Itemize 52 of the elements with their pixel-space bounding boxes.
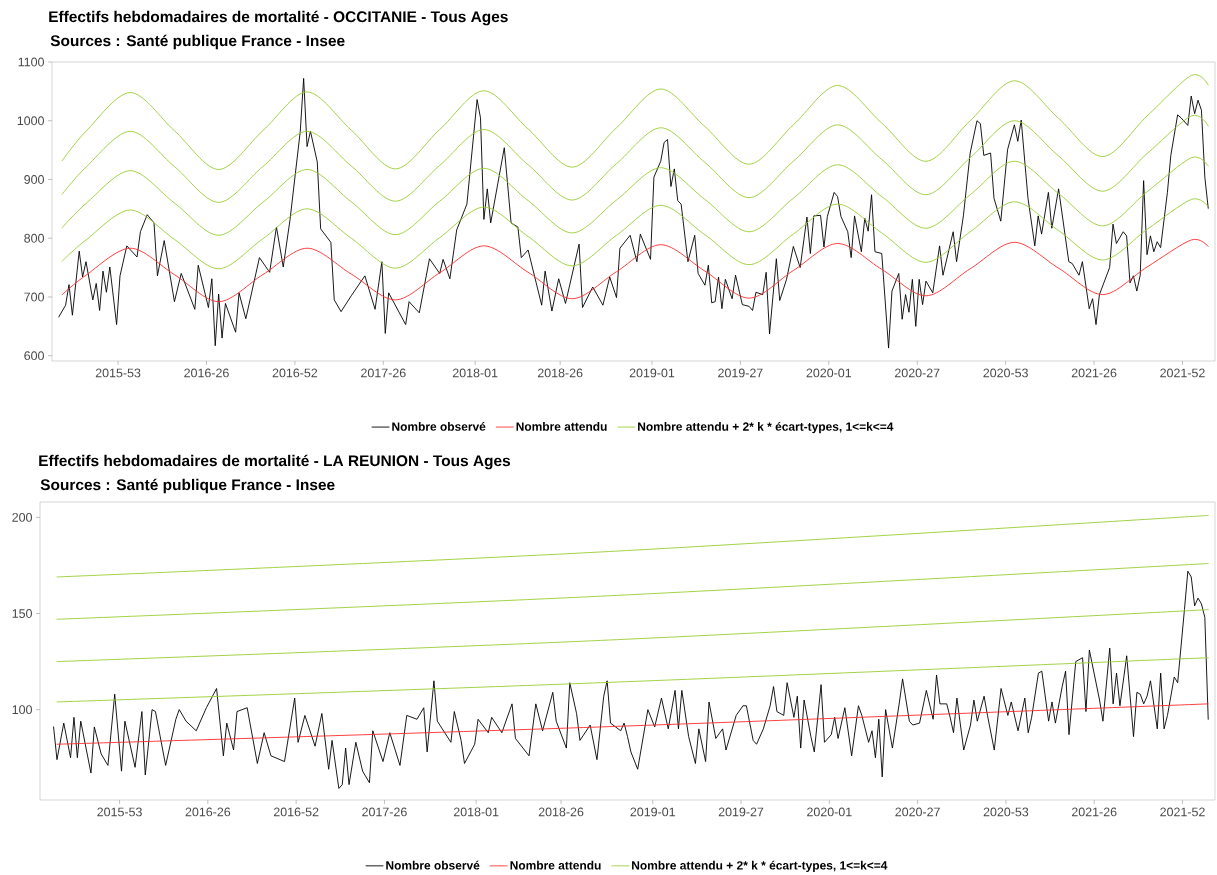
x-tick-label: 2018-26 xyxy=(537,368,583,378)
x-tick-label: 2018-01 xyxy=(453,807,499,817)
x-tick-label: 2015-53 xyxy=(95,368,141,378)
line-series xyxy=(61,198,1209,270)
legend-label: Nombre observé xyxy=(392,421,486,431)
x-tick-label: 2019-01 xyxy=(629,368,675,378)
x-tick-label: 2016-52 xyxy=(273,807,319,817)
line-series xyxy=(53,570,1209,789)
x-tick-label: 2016-26 xyxy=(184,368,229,378)
x-tick-label: 2019-27 xyxy=(718,368,763,378)
y-tick-label: 100 xyxy=(12,705,32,715)
line-series xyxy=(61,238,1209,303)
x-tick-label: 2021-26 xyxy=(1071,807,1117,817)
x-tick-label: 2020-27 xyxy=(895,368,940,378)
x-tick-label: 2021-52 xyxy=(1160,807,1205,817)
legend-label: Nombre observé xyxy=(386,860,480,870)
x-tick-label: 2016-52 xyxy=(272,368,318,378)
x-tick-label: 2017-26 xyxy=(361,368,406,378)
line-series xyxy=(61,156,1209,236)
line-series xyxy=(61,115,1209,203)
chart-subtitle: Sources : Santé publique France - Insee xyxy=(40,478,335,494)
legend-label: Nombre attendu xyxy=(510,860,601,870)
chart-subtitle: Sources : Santé publique France - Insee xyxy=(50,34,345,50)
y-tick-label: 1000 xyxy=(17,116,44,126)
x-tick-label: 2020-53 xyxy=(983,368,1028,378)
x-tick-label: 2016-26 xyxy=(185,807,231,817)
line-series xyxy=(61,74,1209,170)
x-tick-label: 2021-26 xyxy=(1071,368,1117,378)
x-tick-label: 2018-26 xyxy=(538,807,584,817)
x-tick-label: 2019-27 xyxy=(718,807,764,817)
x-tick-label: 2020-01 xyxy=(806,368,852,378)
x-tick-label: 2019-01 xyxy=(630,807,675,817)
y-tick-label: 150 xyxy=(12,609,32,618)
legend-label: Nombre attendu + 2* k * écart-types, 1<=k<=4 xyxy=(638,421,894,434)
chart-title: Effectifs hebdomadaires de mortalité - OCCITANIE - Tous Ages xyxy=(49,10,508,26)
x-tick-label: 2020-27 xyxy=(895,807,940,817)
legend-label: Nombre attendu xyxy=(516,422,607,431)
legend-label: Nombre attendu + 2* k * écart-types, 1<=k<=4 xyxy=(632,860,888,872)
y-tick-label: 800 xyxy=(24,233,44,243)
line-series xyxy=(58,77,1209,349)
x-tick-label: 2015-53 xyxy=(97,807,142,817)
y-tick-label: 600 xyxy=(24,351,44,361)
x-tick-label: 2020-01 xyxy=(807,807,852,817)
x-tick-label: 2017-26 xyxy=(362,807,407,817)
y-tick-label: 900 xyxy=(24,175,44,184)
y-tick-label: 700 xyxy=(24,292,44,302)
chart-title: Effectifs hebdomadaires de mortalité - LA REUNION - Tous Ages xyxy=(39,454,511,470)
y-tick-label: 1100 xyxy=(18,57,44,67)
x-tick-label: 2021-52 xyxy=(1160,368,1205,378)
x-tick-label: 2020-53 xyxy=(983,807,1029,817)
y-tick-label: 200 xyxy=(12,512,32,522)
x-tick-label: 2018-01 xyxy=(452,368,498,378)
